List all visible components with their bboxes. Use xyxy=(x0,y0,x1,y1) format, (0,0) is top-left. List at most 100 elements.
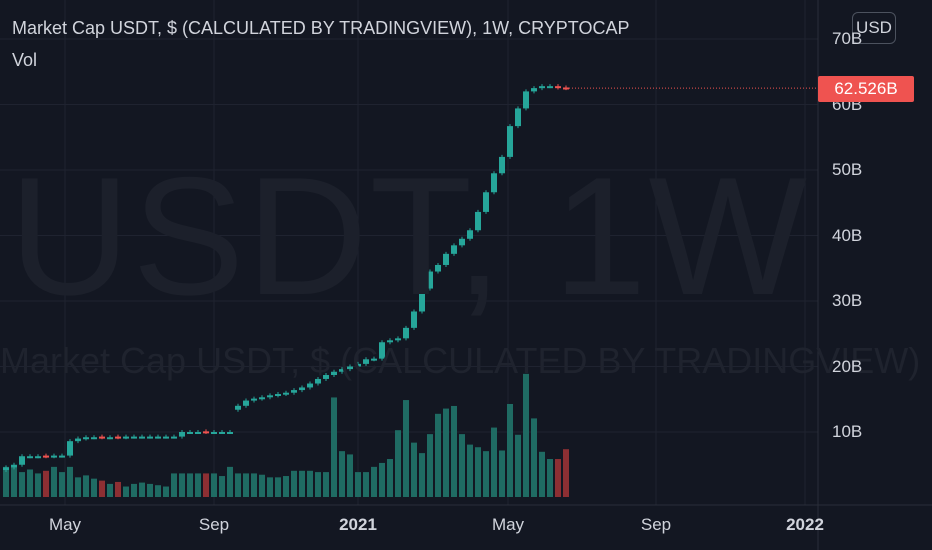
volume-bar xyxy=(91,478,97,497)
volume-bar xyxy=(411,442,417,497)
candle-body xyxy=(211,432,217,434)
candle-body xyxy=(323,375,329,379)
candle-body xyxy=(35,456,41,459)
last-price-label: 62.526B xyxy=(818,76,914,102)
volume-bar xyxy=(171,473,177,497)
volume-bar xyxy=(339,451,345,497)
candle-body xyxy=(451,245,457,254)
volume-bar xyxy=(11,466,17,497)
candle-body xyxy=(243,400,249,406)
volume-bar xyxy=(387,459,393,497)
volume-bar xyxy=(19,472,25,497)
candle-body xyxy=(371,358,377,361)
candle-body xyxy=(435,264,441,272)
volume-bar xyxy=(531,418,537,497)
volume-bar xyxy=(203,473,209,497)
volume-bar xyxy=(539,451,545,497)
volume-bar xyxy=(99,480,105,497)
volume-bar xyxy=(427,434,433,497)
price-axis-tick-label: 20B xyxy=(832,356,863,376)
volume-bar xyxy=(347,454,353,497)
volume-bar xyxy=(267,477,273,497)
volume-bar xyxy=(139,482,145,497)
volume-bar xyxy=(283,476,289,497)
volume-bar xyxy=(187,473,193,497)
volume-bar xyxy=(435,413,441,497)
volume-bars xyxy=(3,373,569,497)
candle-body xyxy=(515,108,521,127)
volume-bar xyxy=(259,474,265,497)
candle-body xyxy=(283,392,289,395)
volume-bar xyxy=(307,470,313,497)
volume-bar xyxy=(523,373,529,497)
volume-bar xyxy=(115,481,121,497)
candle-body xyxy=(83,437,89,440)
time-axis-tick-label: 2021 xyxy=(339,515,377,534)
volume-bar xyxy=(35,473,41,497)
candle-body xyxy=(307,383,313,388)
chart-legend-title[interactable]: Market Cap USDT, $ (CALCULATED BY TRADIN… xyxy=(12,18,630,38)
price-axis-tick-label: 40B xyxy=(832,225,863,245)
candle-body xyxy=(539,86,545,89)
candle-body xyxy=(475,211,481,231)
volume-bar xyxy=(275,477,281,497)
candle-body xyxy=(363,359,369,364)
currency-button[interactable]: USD xyxy=(852,12,896,44)
volume-bar xyxy=(403,400,409,497)
candle-body xyxy=(355,363,361,367)
time-axis-tick-label: Sep xyxy=(640,515,672,534)
volume-bar xyxy=(467,444,473,497)
candle-body xyxy=(347,366,353,370)
candle-body xyxy=(251,398,257,401)
price-axis-tick-label: 10B xyxy=(832,422,863,441)
candle-body xyxy=(43,455,49,458)
volume-bar xyxy=(155,485,161,497)
candle-body xyxy=(395,338,401,341)
time-axis-tick-label: May xyxy=(491,515,525,534)
volume-bar xyxy=(291,470,297,497)
candle-body xyxy=(291,390,297,393)
volume-bar xyxy=(499,450,505,497)
time-axis-tick-label: May xyxy=(48,515,82,534)
volume-bar xyxy=(235,473,241,497)
volume-bar xyxy=(395,430,401,497)
volume-bar xyxy=(315,472,321,497)
volume-bar xyxy=(331,397,337,497)
candle-body xyxy=(67,441,73,456)
volume-bar xyxy=(219,476,225,497)
candle-body xyxy=(427,271,433,289)
volume-legend[interactable]: Vol xyxy=(12,50,38,70)
candle-body xyxy=(419,288,425,312)
candle-body xyxy=(411,311,417,328)
volume-bar xyxy=(419,453,425,497)
volume-bar xyxy=(195,473,201,497)
candle-body xyxy=(267,395,273,398)
candle-body xyxy=(387,340,393,343)
volume-bar xyxy=(299,470,305,497)
candle-body xyxy=(443,253,449,265)
volume-bar xyxy=(515,434,521,497)
candle-body xyxy=(51,455,57,458)
price-candles xyxy=(3,84,569,472)
candle-body xyxy=(91,437,97,440)
volume-bar xyxy=(211,473,217,497)
price-axis-tick-label: 30B xyxy=(832,291,863,310)
volume-bar xyxy=(43,470,49,497)
volume-bar xyxy=(443,408,449,497)
candle-body xyxy=(459,238,465,246)
volume-bar xyxy=(555,459,561,497)
candle-body xyxy=(483,192,489,212)
candle-body xyxy=(235,405,241,410)
volume-bar xyxy=(131,483,137,497)
price-axis-tick-label: 70B xyxy=(832,29,863,48)
candle-body xyxy=(59,455,65,458)
volume-bar xyxy=(243,473,249,497)
candle-body xyxy=(547,86,553,89)
time-axis-tick-label: 2022 xyxy=(786,515,824,534)
volume-bar xyxy=(123,486,129,497)
candle-body xyxy=(123,436,129,439)
candle-body xyxy=(379,342,385,359)
candle-body xyxy=(187,432,193,434)
